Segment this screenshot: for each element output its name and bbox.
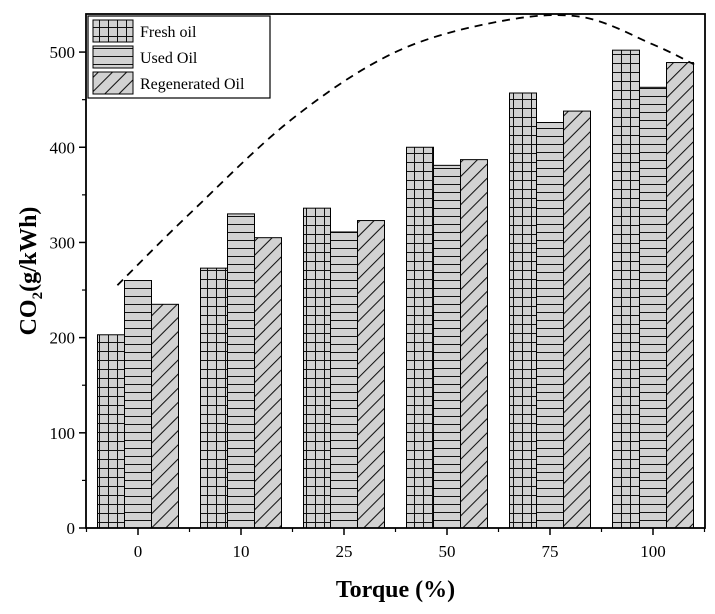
trend-curve — [116, 14, 695, 286]
legend-swatch-fresh-oil — [92, 19, 134, 43]
bar-used-oil-10 — [227, 213, 255, 529]
bar-regenerated-oil-10 — [254, 237, 282, 529]
bar-regenerated-oil-100 — [666, 62, 694, 529]
x-tick-label-50: 50 — [439, 542, 456, 561]
y-axis-title-main: CO — [16, 299, 42, 335]
x-axis-title: Torque (%) — [336, 577, 455, 603]
y-tick-label-300: 300 — [50, 233, 76, 252]
bar-used-oil-25 — [330, 231, 358, 529]
bar-fresh-oil-0 — [97, 334, 125, 529]
bar-used-oil-50 — [433, 164, 461, 529]
bar-used-oil-0 — [124, 280, 152, 529]
legend-label-regenerated-oil: Regenerated Oil — [140, 76, 245, 93]
x-tick-label-10: 10 — [233, 542, 250, 561]
bar-fresh-oil-100 — [612, 49, 640, 529]
x-tick-label-75: 75 — [542, 542, 559, 561]
bar-fresh-oil-25 — [303, 207, 331, 529]
bar-used-oil-75 — [536, 122, 564, 529]
bar-regenerated-oil-75 — [563, 110, 591, 529]
y-axis-title-unit: (g/kWh) — [16, 207, 42, 292]
ticks-layer: 0 100 200 300 400 500 0 10 25 50 75 100 — [50, 43, 706, 561]
legend-label-used-oil: Used Oil — [140, 50, 198, 67]
x-tick-label-25: 25 — [336, 542, 353, 561]
bar-fresh-oil-50 — [406, 146, 434, 529]
bar-regenerated-oil-25 — [357, 220, 385, 529]
trend-layer — [116, 14, 695, 286]
y-tick-label-200: 200 — [50, 329, 76, 348]
legend-label-fresh-oil: Fresh oil — [140, 24, 197, 41]
bar-regenerated-oil-50 — [460, 159, 488, 529]
y-tick-label-0: 0 — [67, 519, 76, 538]
bar-used-oil-100 — [639, 86, 667, 529]
y-tick-label-500: 500 — [50, 43, 76, 62]
bars-layer — [97, 49, 694, 529]
x-tick-label-0: 0 — [134, 542, 143, 561]
bar-regenerated-oil-0 — [151, 303, 179, 529]
y-axis-title: CO2(g/kWh) — [16, 207, 46, 336]
bar-fresh-oil-10 — [200, 267, 228, 529]
bar-fresh-oil-75 — [509, 92, 537, 529]
legend: Fresh oil Used Oil Regenerated Oil — [87, 15, 271, 99]
legend-swatch-regenerated-oil — [92, 71, 134, 95]
y-tick-label-100: 100 — [50, 424, 76, 443]
y-tick-label-400: 400 — [50, 138, 76, 157]
x-tick-label-100: 100 — [640, 542, 666, 561]
legend-swatch-used-oil — [92, 45, 134, 69]
y-axis-title-subscript: 2 — [30, 292, 46, 300]
